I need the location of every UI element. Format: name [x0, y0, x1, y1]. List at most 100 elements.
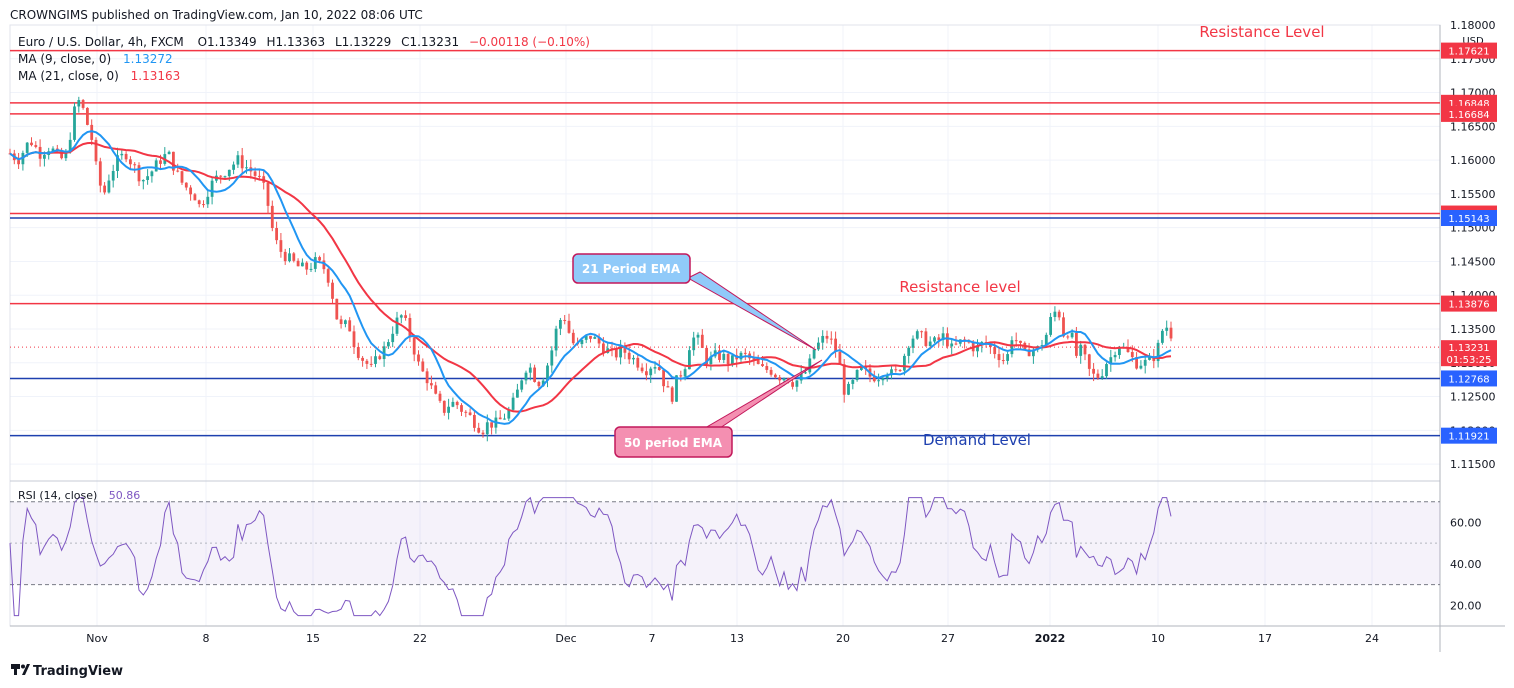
rsi-tick-label: 20.00: [1450, 599, 1482, 612]
candle: [619, 345, 622, 358]
candle: [1105, 364, 1108, 377]
ma21-label: MA (21, close, 0): [18, 69, 119, 83]
ema21-callout-label: 21 Period EMA: [582, 262, 681, 276]
price-tick-label: 1.13500: [1450, 323, 1496, 336]
resistance-top-label: Resistance Level: [1199, 23, 1324, 41]
candle: [653, 367, 657, 369]
candle: [455, 401, 459, 406]
brand-name: TradingView: [33, 664, 123, 679]
candle: [34, 145, 38, 147]
ohlc-high: H1.13363: [266, 35, 325, 49]
candle: [395, 317, 399, 334]
candle: [464, 411, 468, 413]
candle: [1040, 345, 1044, 347]
candle: [649, 368, 653, 376]
candle: [430, 383, 433, 386]
candle: [326, 269, 330, 283]
svg-text:MA (9, close, 0) 1.13272: MA (9, close, 0) 1.13272: [18, 52, 173, 66]
candle: [718, 350, 721, 360]
time-tick-label: 7: [649, 632, 656, 645]
ma9-value: 1.13272: [123, 52, 173, 66]
candle: [692, 337, 696, 351]
candle: [812, 349, 816, 359]
candle: [666, 386, 670, 388]
candle: [447, 406, 450, 413]
candle: [1001, 360, 1005, 362]
candle: [1053, 311, 1057, 317]
candle: [146, 176, 149, 180]
candle: [696, 334, 700, 338]
time-axis[interactable]: Nov 8 15 22 Dec 7 13 20 27 2022 10 17 24: [86, 632, 1379, 645]
candle: [189, 187, 192, 195]
candle: [885, 375, 889, 379]
time-tick-label: 8: [203, 632, 210, 645]
price-tick-label: 1.14500: [1450, 255, 1496, 268]
candle: [520, 380, 524, 390]
candle: [1075, 332, 1078, 356]
candle: [111, 171, 115, 181]
candle: [993, 347, 997, 355]
candle: [318, 257, 321, 261]
currency-label: USD: [1462, 36, 1484, 47]
last-price-value: 1.13231: [1448, 343, 1489, 354]
candle: [490, 422, 493, 428]
candle: [219, 175, 223, 177]
candle: [309, 268, 313, 270]
tradingview-logo[interactable]: TradingView: [11, 664, 123, 679]
candle: [133, 164, 137, 166]
candle: [967, 341, 971, 343]
candle: [442, 400, 446, 413]
candle: [722, 353, 726, 360]
candle: [17, 160, 20, 165]
candle: [90, 124, 94, 140]
candle: [894, 369, 898, 371]
candle: [361, 357, 364, 361]
candle: [451, 401, 455, 407]
candle: [743, 352, 747, 354]
candle: [842, 364, 846, 395]
price-axis[interactable]: 1.180001.175001.170001.165001.160001.155…: [1450, 19, 1496, 471]
candle: [498, 417, 502, 420]
candle: [1062, 317, 1065, 337]
candle: [765, 366, 769, 370]
rsi-line: [9, 496, 1172, 617]
candle: [705, 347, 708, 365]
candle: [202, 204, 205, 206]
ma21-value: 1.13163: [131, 69, 181, 83]
candle: [778, 377, 782, 381]
candle: [808, 358, 812, 373]
candle: [1066, 336, 1070, 338]
symbol-title: Euro / U.S. Dollar, 4h, FXCM: [18, 35, 184, 49]
time-tick-label: 20: [836, 632, 850, 645]
candle: [150, 171, 154, 177]
candle: [559, 319, 562, 329]
candle: [279, 240, 283, 252]
candle: [283, 251, 287, 262]
candle: [584, 335, 588, 340]
candle: [172, 151, 175, 171]
candle: [258, 175, 261, 177]
candle: [881, 378, 885, 381]
candle: [636, 357, 640, 368]
candle: [425, 371, 429, 384]
candle: [700, 334, 704, 348]
candle: [1044, 334, 1048, 346]
candle: [159, 160, 162, 164]
candle: [485, 422, 489, 435]
candle: [928, 341, 932, 346]
candle: [799, 372, 803, 381]
candle: [1118, 347, 1121, 356]
candle: [877, 380, 880, 382]
candle: [408, 317, 412, 338]
candle: [941, 333, 945, 341]
candle: [739, 352, 743, 360]
candle: [339, 319, 343, 325]
candle: [795, 380, 799, 387]
candle: [399, 315, 403, 318]
candle: [348, 320, 352, 332]
candle: [344, 320, 347, 325]
candle: [365, 360, 369, 364]
candle: [382, 346, 386, 360]
candle: [322, 260, 326, 270]
